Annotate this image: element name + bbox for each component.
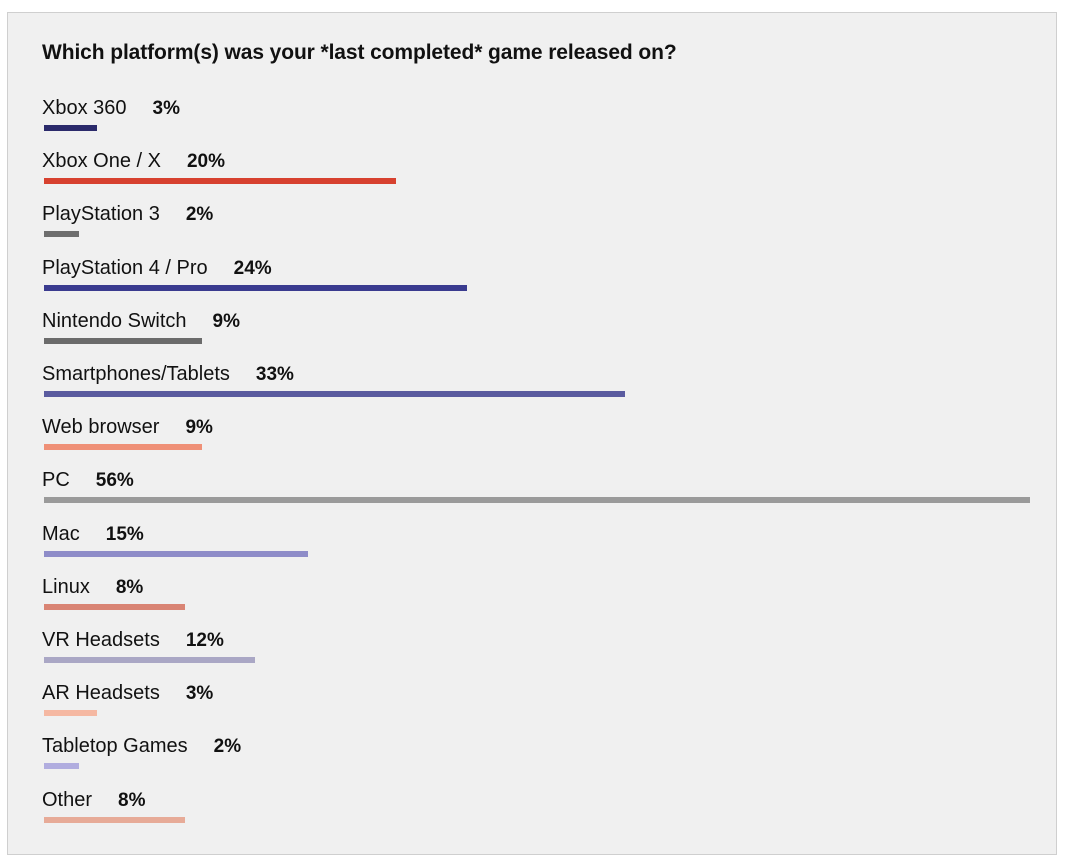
bar [44, 657, 256, 663]
bar-label-line: Tabletop Games 2% [42, 733, 241, 761]
category-label: Nintendo Switch [42, 309, 187, 332]
bar [44, 816, 185, 823]
category-label: Xbox One / X [42, 150, 161, 173]
bar [44, 444, 203, 451]
bar-row: AR Headsets 3% [42, 680, 213, 720]
bar-label-line: Other 8% [42, 787, 146, 815]
bar-label-line: Nintendo Switch 9% [42, 308, 240, 336]
bar-row: Xbox One / X 20% [42, 148, 397, 188]
bar [44, 391, 626, 397]
bar-label-line: Smartphones/Tablets 33% [42, 361, 294, 389]
category-label: Smartphones/Tablets [42, 363, 230, 385]
bar [44, 603, 185, 610]
bar-row: PlayStation 4 / Pro 24% [42, 255, 467, 295]
value-label: 56% [95, 470, 134, 492]
bar [44, 231, 80, 238]
category-label: AR Headsets [42, 682, 160, 705]
bar [44, 710, 97, 717]
category-label: PlayStation 4 / Pro [42, 256, 208, 279]
value-label: 8% [118, 789, 146, 811]
bar-row: Web browser 9% [42, 414, 213, 454]
bar [44, 497, 1030, 504]
bar-label-line: Mac 15% [42, 521, 144, 549]
bar-label-line: PlayStation 3 2% [42, 201, 213, 229]
category-label: VR Headsets [42, 629, 160, 651]
bar-label-line: Xbox 360 3% [42, 95, 180, 123]
category-label: PC [42, 469, 70, 492]
value-label: 2% [213, 736, 242, 758]
bar [44, 550, 309, 557]
bar-row: Mac 15% [42, 521, 309, 561]
bar-label-line: AR Headsets 3% [42, 680, 213, 708]
bar [44, 125, 97, 131]
bar [44, 284, 467, 291]
bar-row: VR Headsets 12% [42, 627, 256, 667]
bar [44, 337, 203, 344]
chart-title: Which platform(s) was your *last complet… [42, 41, 677, 64]
bar-label-line: PlayStation 4 / Pro 24% [42, 255, 272, 283]
category-label: Tabletop Games [42, 735, 188, 758]
bar-row: PlayStation 3 2% [42, 201, 213, 241]
bar [44, 763, 80, 770]
bar-row: Xbox 360 3% [42, 95, 180, 135]
value-label: 20% [186, 151, 225, 173]
bar-row: Tabletop Games 2% [42, 733, 241, 773]
category-label: Linux [42, 575, 90, 598]
value-label: 3% [185, 683, 214, 705]
bar-row: Nintendo Switch 9% [42, 308, 240, 348]
category-label: Mac [42, 522, 80, 545]
bar-row: PC 56% [42, 467, 1030, 507]
category-label: PlayStation 3 [42, 203, 160, 226]
chart-panel: Which platform(s) was your *last complet… [7, 12, 1057, 855]
bar-label-line: Xbox One / X 20% [42, 148, 225, 176]
bar-row: Linux 8% [42, 574, 185, 614]
category-label: Other [42, 788, 93, 811]
value-label: 33% [255, 364, 294, 385]
value-label: 9% [212, 310, 240, 332]
value-label: 8% [115, 576, 144, 598]
value-label: 15% [105, 523, 144, 545]
bar-label-line: PC 56% [42, 467, 134, 495]
bar-row: Smartphones/Tablets 33% [42, 361, 626, 401]
value-label: 24% [233, 257, 272, 279]
bar-label-line: VR Headsets 12% [42, 627, 224, 655]
value-label: 9% [185, 417, 213, 439]
category-label: Xbox 360 [42, 97, 127, 119]
category-label: Web browser [42, 416, 160, 439]
bar [44, 178, 397, 185]
bar-row: Other 8% [42, 787, 185, 827]
value-label: 3% [152, 98, 180, 119]
value-label: 2% [185, 204, 214, 226]
value-label: 12% [185, 630, 224, 651]
bar-label-line: Web browser 9% [42, 414, 213, 442]
bar-label-line: Linux 8% [42, 574, 143, 602]
